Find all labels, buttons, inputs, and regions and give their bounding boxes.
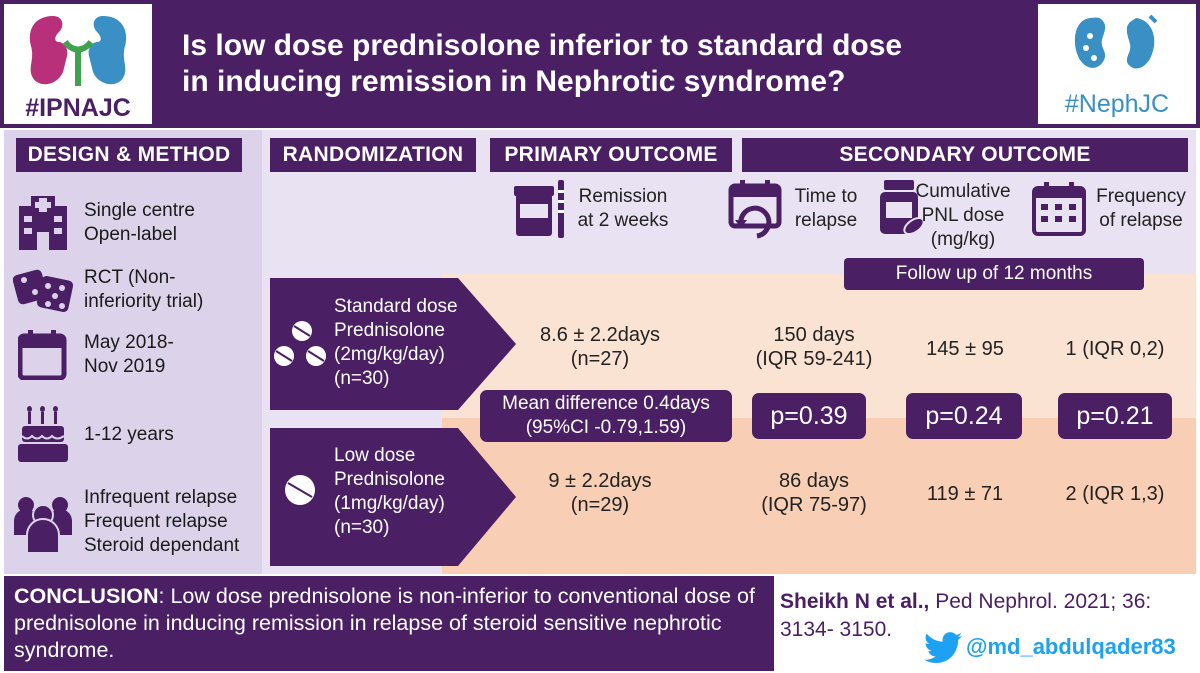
citation-authors: Sheikh N et al., (780, 590, 930, 613)
low-frequency: 2 (IQR 1,3) (1065, 483, 1165, 505)
low-remission: 9 ± 2.2days (n=29) (548, 470, 652, 516)
twitter-bird-icon (924, 632, 962, 664)
mean-difference-badge: Mean difference 0.4days (95%CI -0.79,1.5… (480, 390, 732, 442)
kidney-icon (1074, 14, 1158, 69)
design-item: May 2018- Nov 2019 (12, 330, 174, 380)
low-pill-icon (285, 475, 315, 505)
kidney-logo-icon (29, 16, 127, 86)
conclusion-box: CONCLUSION: Low dose prednisolone is non… (4, 576, 774, 671)
design-item: RCT (Non- inferiority trial) (12, 266, 203, 314)
specimen-cup-icon (514, 180, 564, 238)
standard-time-to-relapse: 150 days (IQR 59-241) (755, 324, 873, 370)
secondary-outcome-header: SECONDARY OUTCOME (742, 138, 1188, 172)
header-banner (0, 0, 1200, 128)
design-item: Single centre Open-label (12, 196, 195, 250)
standard-arm-label: Standard dose Prednisolone (2mg/kg/day) … (334, 296, 458, 389)
p-value-frequency-badge: p=0.21 (1058, 393, 1172, 439)
dice-icon (13, 269, 73, 313)
hospital-icon (19, 196, 67, 250)
follow-up-banner: Follow up of 12 months (844, 258, 1144, 290)
low-cumulative-dose: 119 ± 71 (926, 483, 1004, 505)
design-item: 1-12 years (12, 406, 174, 464)
design-header: DESIGN & METHOD (16, 138, 242, 172)
group-icon (14, 497, 72, 553)
design-text: May 2018- Nov 2019 (84, 332, 174, 377)
cake-icon (18, 406, 68, 462)
calendar-relapse-icon (728, 180, 782, 239)
conclusion-label: CONCLUSION (14, 584, 159, 608)
design-item: Infrequent relapse Frequent relapse Ster… (12, 486, 239, 558)
citation-journal: Ped Nephrol. 2021; 36: 3134- 3150. (780, 590, 1152, 641)
randomization-header: RANDOMIZATION (270, 138, 476, 172)
p-value-dose-badge: p=0.24 (906, 393, 1022, 439)
time-to-relapse-label: Time to relapse (794, 186, 858, 231)
page-title: Is low dose prednisolone inferior to sta… (182, 28, 1022, 100)
frequency-label: Frequency of relapse (1096, 186, 1186, 231)
p-value-time-badge: p=0.39 (752, 393, 866, 439)
low-arm-arrow (270, 428, 516, 566)
design-text: RCT (Non- inferiority trial) (84, 267, 204, 312)
cumulative-dose-label: Cumulative PNL dose (mg/kg) (915, 181, 1011, 250)
calendar-grid-icon (1032, 182, 1086, 236)
ipnajc-logo: #IPNAJC (4, 4, 152, 124)
low-arm-panel (442, 418, 1196, 574)
standard-arm-arrow (270, 278, 516, 410)
citation: Sheikh N et al., Ped Nephrol. 2021; 36: … (780, 588, 1196, 644)
primary-outcome-label: Remission at 2 weeks (577, 186, 669, 231)
low-time-to-relapse: 86 days (IQR 75-97) (761, 470, 867, 516)
nephjc-logo: #NephJC (1038, 4, 1196, 124)
design-text: 1-12 years (84, 424, 174, 445)
title-line-1: Is low dose prednisolone inferior to sta… (182, 29, 903, 62)
low-arm-label: Low dose Prednisolone (1mg/kg/day) (n=30… (334, 445, 445, 538)
standard-frequency: 1 (IQR 0,2) (1065, 338, 1165, 360)
design-text: Infrequent relapse Frequent relapse Ster… (84, 487, 240, 556)
ipnajc-tag: #IPNAJC (25, 94, 131, 122)
calendar-icon (18, 330, 67, 380)
nephjc-tag: #NephJC (1064, 90, 1170, 118)
design-text: Single centre Open-label (84, 200, 195, 245)
conclusion-text: : Low dose prednisolone is non-inferior … (14, 584, 755, 662)
standard-remission: 8.6 ± 2.2days (n=27) (540, 324, 660, 370)
pill-bottle-icon (880, 180, 925, 235)
standard-cumulative-dose: 145 ± 95 (926, 338, 1004, 360)
twitter-handle[interactable]: @md_abdulqader83 (966, 634, 1176, 659)
title-line-2: in inducing remission in Nephrotic syndr… (182, 65, 846, 98)
standard-pills-icon (274, 321, 326, 366)
primary-outcome-header: PRIMARY OUTCOME (490, 138, 732, 172)
